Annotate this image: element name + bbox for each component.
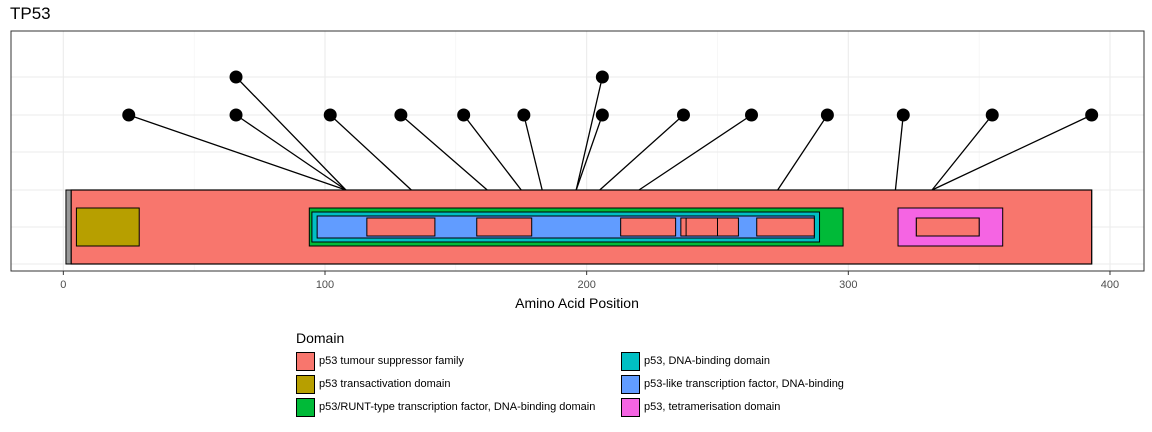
mutation-point	[745, 108, 759, 122]
mutation-point	[896, 108, 910, 122]
legend-label: p53, DNA-binding domain	[644, 355, 770, 367]
legend-entries: p53 tumour suppressor family p53, DNA-bin…	[296, 351, 881, 417]
x-tick-label: 300	[839, 279, 857, 291]
legend-label: p53/RUNT-type transcription factor, DNA-…	[319, 401, 596, 413]
mutation-stem	[894, 114, 904, 191]
legend: Domain p53 tumour suppressor family p53, …	[296, 330, 881, 417]
legend-entry: p53 tumour suppressor family	[296, 351, 621, 371]
mutation-point	[122, 108, 136, 122]
legend-label: p53 tumour suppressor family	[319, 355, 464, 367]
domain-motif	[366, 217, 436, 237]
legend-swatch	[621, 351, 640, 371]
mutation-point	[676, 108, 690, 122]
mutation-stem	[931, 114, 993, 191]
legend-label: p53-like transcription factor, DNA-bindi…	[644, 378, 844, 390]
mutation-stem	[931, 114, 1092, 191]
domain-motif	[915, 217, 980, 237]
mutation-stem	[463, 114, 522, 191]
panel-border	[10, 30, 1145, 272]
mutation-point	[595, 108, 609, 122]
mutation-point	[985, 108, 999, 122]
mutation-stems	[128, 76, 1092, 191]
legend-label: p53 transactivation domain	[319, 378, 451, 390]
mutation-points	[122, 70, 1099, 122]
chart-title: TP53	[10, 4, 51, 23]
x-axis-label: Amino Acid Position	[515, 295, 639, 311]
legend-entry: p53, tetramerisation domain	[621, 397, 881, 417]
mutation-stem	[400, 114, 488, 191]
mutation-point	[820, 108, 834, 122]
domain-boxes	[65, 189, 1093, 265]
lollipop-plot: 0 100 200 300 400 Amino Acid Position	[10, 30, 1145, 311]
mutation-stem	[599, 114, 684, 191]
mutation-stem	[128, 114, 347, 191]
mutation-stem	[638, 114, 752, 191]
domain-motif	[756, 217, 815, 237]
mutation-point	[517, 108, 531, 122]
domain-motif	[620, 217, 677, 237]
mutation-point	[457, 108, 471, 122]
mutation-point	[229, 108, 243, 122]
x-tick-label: 200	[577, 279, 595, 291]
x-tick-label: 400	[1101, 279, 1119, 291]
x-tick-label: 0	[60, 279, 66, 291]
x-axis: 0 100 200 300 400	[60, 271, 1119, 291]
mutation-stem	[523, 114, 543, 191]
legend-swatch	[621, 397, 640, 417]
legend-swatch	[621, 374, 640, 394]
mutation-stem	[575, 114, 603, 191]
mutation-point	[1085, 108, 1099, 122]
legend-swatch	[296, 397, 315, 417]
mutation-stem	[575, 76, 603, 191]
x-tick-label: 100	[316, 279, 334, 291]
domain-motif	[476, 217, 533, 237]
legend-label: p53, tetramerisation domain	[644, 401, 781, 413]
legend-swatch	[296, 351, 315, 371]
mutation-point	[595, 70, 609, 84]
legend-entry: p53, DNA-binding domain	[621, 351, 881, 371]
mutation-point	[323, 108, 337, 122]
domain-box	[897, 207, 1004, 247]
legend-entry: p53-like transcription factor, DNA-bindi…	[621, 374, 881, 394]
legend-title: Domain	[296, 330, 345, 346]
mutation-point	[394, 108, 408, 122]
domain-motif	[685, 217, 718, 237]
legend-entry: p53 transactivation domain	[296, 374, 621, 394]
mutation-stem	[329, 114, 412, 191]
mutation-point	[229, 70, 243, 84]
legend-swatch	[296, 374, 315, 394]
mutation-stem	[235, 114, 347, 191]
domain-box	[75, 207, 140, 247]
mutation-stem	[777, 114, 828, 191]
legend-entry: p53/RUNT-type transcription factor, DNA-…	[296, 397, 621, 417]
mutation-stem	[235, 76, 347, 191]
